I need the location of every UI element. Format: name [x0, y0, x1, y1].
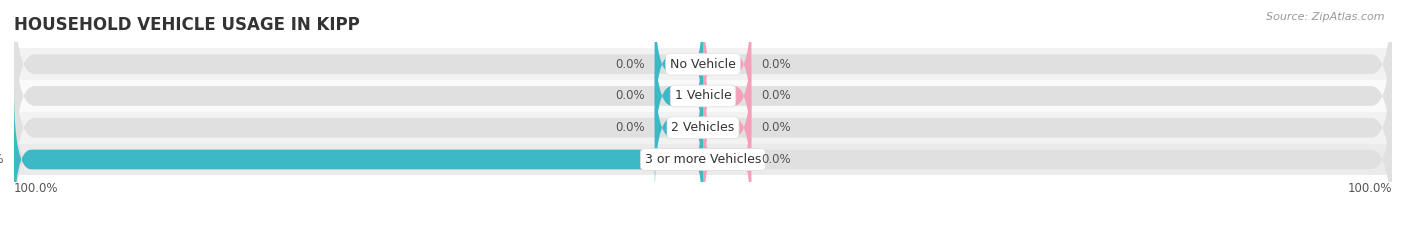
Text: 0.0%: 0.0%	[762, 121, 792, 134]
Text: 0.0%: 0.0%	[614, 89, 644, 103]
Text: 100.0%: 100.0%	[14, 182, 59, 195]
Legend: Owner-occupied, Renter-occupied: Owner-occupied, Renter-occupied	[567, 229, 839, 233]
FancyBboxPatch shape	[14, 0, 1392, 150]
FancyBboxPatch shape	[14, 10, 1392, 182]
FancyBboxPatch shape	[703, 0, 751, 134]
Bar	[14, 144, 1392, 175]
FancyBboxPatch shape	[703, 26, 751, 165]
FancyBboxPatch shape	[655, 58, 703, 197]
Text: 1 Vehicle: 1 Vehicle	[675, 89, 731, 103]
Text: 3 or more Vehicles: 3 or more Vehicles	[645, 153, 761, 166]
Text: 0.0%: 0.0%	[762, 58, 792, 71]
Text: 0.0%: 0.0%	[614, 58, 644, 71]
FancyBboxPatch shape	[14, 74, 1392, 233]
Text: 0.0%: 0.0%	[762, 89, 792, 103]
Text: 0.0%: 0.0%	[762, 153, 792, 166]
Text: 0.0%: 0.0%	[614, 121, 644, 134]
Text: 100.0%: 100.0%	[1347, 182, 1392, 195]
FancyBboxPatch shape	[703, 58, 751, 197]
Text: HOUSEHOLD VEHICLE USAGE IN KIPP: HOUSEHOLD VEHICLE USAGE IN KIPP	[14, 16, 360, 34]
Text: 100.0%: 100.0%	[0, 153, 4, 166]
Bar	[14, 80, 1392, 112]
FancyBboxPatch shape	[703, 90, 751, 229]
Text: No Vehicle: No Vehicle	[671, 58, 735, 71]
FancyBboxPatch shape	[14, 42, 1392, 213]
FancyBboxPatch shape	[655, 0, 703, 134]
Bar	[14, 112, 1392, 144]
FancyBboxPatch shape	[14, 90, 703, 229]
Bar	[14, 48, 1392, 80]
Text: Source: ZipAtlas.com: Source: ZipAtlas.com	[1267, 12, 1385, 22]
FancyBboxPatch shape	[655, 26, 703, 165]
Text: 2 Vehicles: 2 Vehicles	[672, 121, 734, 134]
